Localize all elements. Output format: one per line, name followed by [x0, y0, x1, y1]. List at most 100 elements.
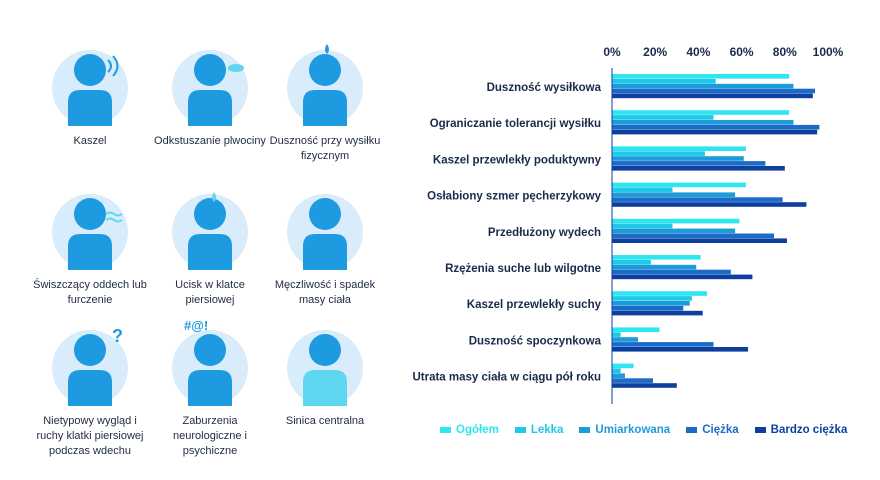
bar	[612, 151, 705, 156]
bar	[612, 120, 794, 125]
bar	[612, 259, 651, 265]
legend-swatch	[440, 427, 451, 433]
symptom-item: ? Nietypowy wygląd i ruchy klatki piersi…	[30, 318, 150, 459]
bar	[612, 83, 794, 89]
symptom-item: Ucisk w klatce piersiowej	[150, 182, 270, 308]
bar	[612, 255, 701, 260]
category-label: Kaszel przewlekły suchy	[467, 299, 602, 311]
fatigue-person-icon	[265, 182, 385, 272]
legend-item: Umiarkowana	[579, 424, 670, 436]
bar	[612, 146, 746, 151]
bar	[612, 93, 813, 99]
cough-person-icon	[30, 38, 150, 128]
bar	[612, 161, 766, 166]
bar	[612, 264, 697, 270]
bar	[612, 363, 634, 369]
x-tick-label: 60%	[730, 45, 754, 59]
bar	[612, 327, 660, 332]
bar	[612, 301, 690, 306]
symptom-item: Kaszel	[30, 38, 150, 149]
legend-swatch	[754, 427, 766, 433]
bar	[612, 218, 740, 224]
symptom-label: Odkstuszanie plwociny	[154, 135, 266, 147]
bar	[612, 88, 816, 94]
bar	[612, 187, 673, 193]
bar	[612, 291, 708, 296]
bar	[612, 233, 774, 239]
bar	[612, 74, 790, 79]
legend-item: Bardzo ciężka	[754, 424, 848, 436]
bar	[612, 305, 684, 311]
bar	[612, 228, 736, 234]
x-tick-label: 20%	[643, 45, 667, 59]
symptom-label: Męczliwość i spadek masy ciała	[274, 279, 376, 306]
neuro-person-icon: #@!	[150, 318, 270, 408]
symptom-label: Kaszel	[73, 135, 107, 147]
bar	[612, 337, 638, 342]
cyanosis-person-icon	[265, 318, 385, 408]
bar	[612, 129, 818, 135]
bar	[612, 296, 692, 301]
symptom-label: Świszczący oddech lub furczenie	[33, 279, 147, 306]
symptom-label: Duszność przy wysiłku fizycznym	[269, 135, 381, 162]
bar	[612, 115, 714, 120]
symptom-item: #@! Zaburzenia neurologiczne i psychiczn…	[150, 318, 270, 459]
symptom-item: Sinica centralna	[265, 318, 385, 429]
bar	[612, 347, 749, 352]
bar	[612, 274, 753, 280]
legend-item: Lekka	[514, 424, 563, 436]
bar	[612, 368, 621, 374]
wheeze-person-icon	[30, 182, 150, 272]
bar	[612, 124, 820, 130]
x-tick-label: 80%	[773, 45, 797, 59]
category-label: Utrata masy ciała w ciągu pół roku	[412, 372, 601, 384]
bar	[612, 78, 716, 84]
bar	[612, 373, 625, 378]
legend-swatch	[579, 427, 591, 433]
bar	[612, 378, 654, 383]
bar	[612, 202, 807, 207]
symptom-label: Ucisk w klatce piersiowej	[175, 279, 245, 306]
symptom-item: Męczliwość i spadek masy ciała	[265, 182, 385, 308]
category-label: Ograniczanie tolerancji wysiłku	[430, 118, 601, 130]
category-label: Duszność spoczynkowa	[469, 335, 602, 347]
chest-movement-person-icon: ?	[30, 318, 150, 408]
legend-swatch	[686, 427, 698, 433]
sputum-person-icon	[150, 38, 270, 128]
category-label: Rzężenia suche lub wilgotne	[445, 263, 601, 275]
bar	[612, 192, 736, 197]
svg-text:#@!: #@!	[184, 318, 208, 333]
bar	[612, 182, 746, 188]
legend-label: Ciężka	[702, 424, 739, 436]
category-label: Kaszel przewlekły poduktywny	[433, 154, 602, 166]
category-label: Osłabiony szmer pęcherzykowy	[427, 191, 601, 203]
x-tick-label: 40%	[686, 45, 710, 59]
symptom-label: Zaburzenia neurologiczne i psychiczne	[173, 415, 247, 457]
legend-label: Umiarkowana	[595, 424, 671, 436]
bar	[612, 332, 621, 337]
svg-text:?: ?	[112, 326, 123, 346]
bar	[612, 269, 731, 275]
bar	[612, 342, 714, 347]
symptom-item: Duszność przy wysiłku fizycznym	[265, 38, 385, 164]
category-label: Duszność wysiłkowa	[487, 82, 602, 94]
symptom-item: Odkstuszanie plwociny	[150, 38, 270, 149]
chart-legend: Ogółem Lekka Umiarkowana Ciężka Bardzo ciężk…	[440, 424, 860, 436]
x-tick-label: 0%	[603, 45, 621, 59]
legend-label: Bardzo ciężka	[770, 424, 848, 436]
bar	[612, 383, 677, 388]
bar	[612, 223, 673, 229]
chest-tightness-person-icon	[150, 182, 270, 272]
symptom-label: Sinica centralna	[285, 415, 365, 427]
symptom-label: Nietypowy wygląd i ruchy klatki piersiow…	[36, 415, 144, 457]
legend-item: Ciężka	[686, 424, 739, 436]
legend-swatch	[514, 427, 526, 433]
bar	[612, 166, 785, 171]
x-tick-label: 100%	[813, 45, 844, 59]
legend-item: Ogółem	[440, 424, 499, 436]
bar	[612, 238, 787, 243]
bar	[612, 310, 703, 316]
legend-label: Ogółem	[456, 424, 499, 436]
bar	[612, 110, 790, 115]
